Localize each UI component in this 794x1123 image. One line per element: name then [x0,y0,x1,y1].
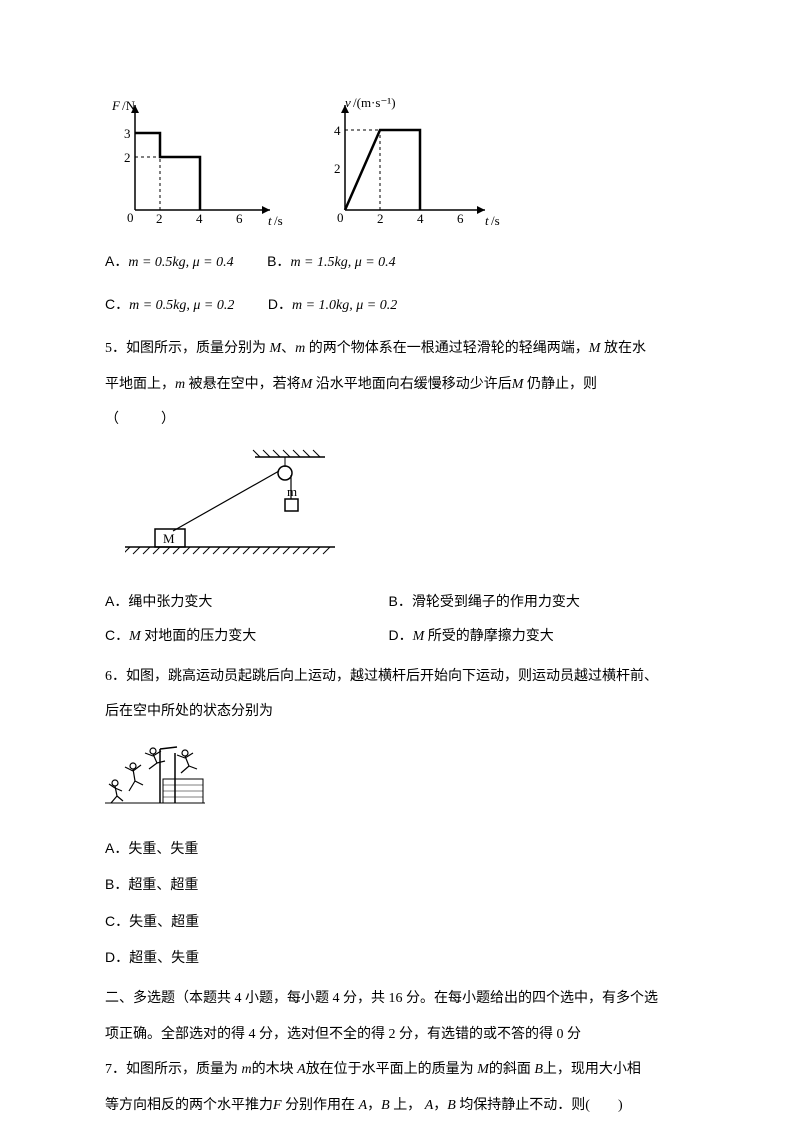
q5-option-c: C．M 对地面的压力变大 [105,619,385,654]
svg-text:m: m [287,484,297,499]
q5-option-a: A．绳中张力变大 [105,585,385,620]
q5-option-d: D．M 所受的静摩擦力变大 [389,619,669,654]
svg-text:2: 2 [124,150,131,165]
q5-number: 5． [105,341,126,356]
q7-text-2: 等方向相反的两个水平推力F 分别作用在 A，B 上， A，B 均保持静止不动．则… [105,1089,689,1123]
charts-row: F/N t/s 0 3 2 2 4 6 v/(m·s⁻¹) t/s 0 4 2 … [110,95,689,230]
q6-option-a: A．失重、失重 [105,832,689,867]
q5-text-line2: 平地面上，m 被悬在空中，若将M 沿水平地面向右缓慢移动少许后M 仍静止，则 [105,368,689,402]
q5-blank: （ ） [105,403,689,437]
q4-option-b: B．m = 1.5kg, μ = 0.4 [267,245,396,280]
svg-text:t: t [268,213,272,228]
q4-options-row2: C．m = 0.5kg, μ = 0.2 D．m = 1.0kg, μ = 0.… [105,288,689,323]
chart-velocity-time: v/(m·s⁻¹) t/s 0 4 2 2 4 6 [320,95,510,230]
section2-title: 二、多选题（本题共 4 小题，每小题 4 分，共 16 分。在每小题给出的四个选… [105,982,689,1016]
section2-title2: 项正确。全部选对的得 4 分，选对但不全的得 2 分，有选错的或不答的得 0 分 [105,1018,689,1052]
q4-options-row1: A．m = 0.5kg, μ = 0.4 B．m = 1.5kg, μ = 0.… [105,245,689,280]
q5-options: A．绳中张力变大 B．滑轮受到绳子的作用力变大 [105,585,689,620]
q6-option-b: B．超重、超重 [105,868,689,903]
q7-text: 7．如图所示，质量为 m的木块 A放在位于水平面上的质量为 M的斜面 B上，现用… [105,1053,689,1087]
q6-number: 6． [105,669,126,684]
svg-text:/s: /s [274,213,283,228]
svg-text:0: 0 [337,210,344,225]
svg-text:2: 2 [334,161,341,176]
q6-option-c: C．失重、超重 [105,905,689,940]
svg-text:v: v [345,95,351,110]
svg-text:/s: /s [491,213,500,228]
q5-option-b: B．滑轮受到绳子的作用力变大 [389,585,669,620]
svg-text:t: t [485,213,489,228]
svg-text:4: 4 [334,123,341,138]
svg-text:2: 2 [377,211,384,226]
q4-option-d: D．m = 1.0kg, μ = 0.2 [268,288,397,323]
svg-text:0: 0 [127,210,134,225]
q5-options-2: C．M 对地面的压力变大 D．M 所受的静摩擦力变大 [105,619,689,654]
q5-figure: m M [125,449,689,573]
q4-option-c: C．m = 0.5kg, μ = 0.2 [105,288,234,323]
q6-text-2: 后在空中所处的状态分别为 [105,695,689,729]
svg-text:M: M [163,531,175,546]
q4-option-a: A．m = 0.5kg, μ = 0.4 [105,245,234,280]
svg-text:6: 6 [236,211,243,226]
q7-number: 7． [105,1062,126,1077]
svg-text:/(m·s⁻¹): /(m·s⁻¹) [353,95,396,110]
svg-text:/N: /N [122,98,136,113]
q5-text: 5．如图所示，质量分别为 M、m 的两个物体系在一根通过轻滑轮的轻绳两端，M 放… [105,332,689,366]
q6-option-d: D．超重、失重 [105,941,689,976]
svg-text:3: 3 [124,126,131,141]
svg-text:2: 2 [156,211,163,226]
chart-force-time: F/N t/s 0 3 2 2 4 6 [110,95,290,230]
svg-text:4: 4 [196,211,203,226]
svg-text:F: F [111,98,121,113]
svg-text:4: 4 [417,211,424,226]
q6-text: 6．如图，跳高运动员起跳后向上运动，越过横杆后开始向下运动，则运动员越过横杆前、 [105,660,689,694]
svg-text:6: 6 [457,211,464,226]
q6-figure [105,741,689,820]
